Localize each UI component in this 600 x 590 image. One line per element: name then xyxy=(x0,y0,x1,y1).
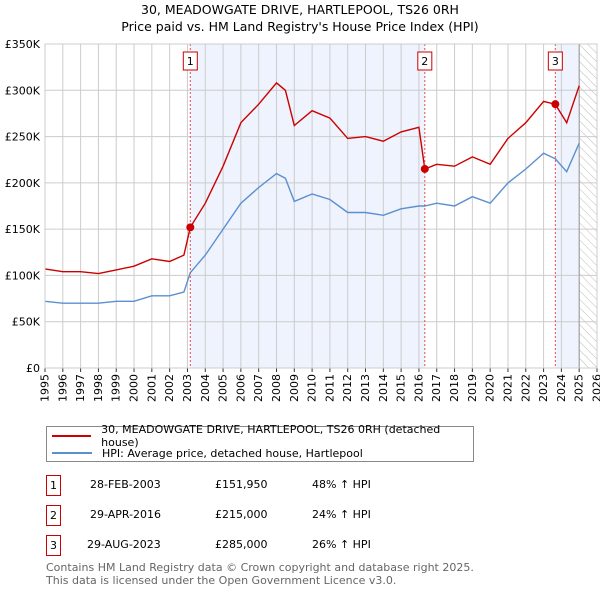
y-tick-label: £100K xyxy=(5,269,41,282)
sale-marker: 2 xyxy=(46,505,61,526)
ownership-shade xyxy=(555,44,580,368)
sale-row: 2 29-APR-2016 £215,000 24% ↑ HPI xyxy=(46,505,486,526)
legend-item-property: 30, MEADOWGATE DRIVE, HARTLEPOOL, TS26 0… xyxy=(47,423,473,449)
footer-line: This data is licensed under the Open Gov… xyxy=(46,574,397,587)
y-tick-label: £250K xyxy=(5,131,41,144)
x-tick-label: 2008 xyxy=(270,374,283,402)
x-tick-label: 1997 xyxy=(74,374,87,402)
sale-row: 3 29-AUG-2023 £285,000 26% ↑ HPI xyxy=(46,535,486,556)
y-tick-label: £150K xyxy=(5,223,41,236)
chart-subtitle: Price paid vs. HM Land Registry's House … xyxy=(121,19,479,34)
x-tick-label: 2024 xyxy=(555,374,568,402)
x-tick-label: 2006 xyxy=(234,374,247,402)
hpi-line xyxy=(44,142,580,304)
legend-item-hpi: HPI: Average price, detached house, Hart… xyxy=(47,445,363,461)
x-tick-label: 1996 xyxy=(56,374,69,402)
legend-label: HPI: Average price, detached house, Hart… xyxy=(102,446,363,460)
property-price-line xyxy=(44,81,580,275)
x-tick-label: 2011 xyxy=(323,374,336,402)
sale-date: 28-FEB-2003 xyxy=(90,478,161,491)
sale-price: £215,000 xyxy=(215,508,268,521)
x-tick-label: 2014 xyxy=(377,374,390,402)
y-tick-label: £200K xyxy=(5,177,41,190)
price-chart: 1995 1996 1997 1998 1999 2000 2001 2002 2003 2004… xyxy=(5,38,600,402)
footer-line: Contains HM Land Registry data © Crown c… xyxy=(46,561,474,574)
sale-marker: 3 xyxy=(46,535,61,556)
x-tick-label: 2023 xyxy=(537,374,550,402)
x-tick-label: 2010 xyxy=(306,374,319,402)
x-tick-label: 2017 xyxy=(430,374,443,402)
x-tick-label: 2019 xyxy=(466,374,479,402)
future-hatch xyxy=(579,44,597,368)
footer: Contains HM Land Registry data © Crown c… xyxy=(46,561,474,587)
x-tick-label: 2002 xyxy=(163,374,176,402)
y-tick-label: £350K xyxy=(5,38,41,51)
sale-point xyxy=(420,164,429,173)
sale-date: 29-AUG-2023 xyxy=(87,538,161,551)
legend-label: 30, MEADOWGATE DRIVE, HARTLEPOOL, TS26 0… xyxy=(101,423,441,449)
sale-marker-label: 2 xyxy=(421,55,428,68)
sale-price: £151,950 xyxy=(215,478,268,491)
x-tick-label: 2026 xyxy=(591,374,600,402)
x-tick-label: 2005 xyxy=(217,374,230,402)
x-tick-label: 1995 xyxy=(39,374,52,402)
y-tick-label: £300K xyxy=(5,84,41,97)
x-tick-label: 2022 xyxy=(519,374,532,402)
sale-hpi: 48% ↑ HPI xyxy=(312,478,371,491)
x-tick-label: 2001 xyxy=(145,374,158,402)
sale-marker-box xyxy=(417,51,433,71)
legend-swatch-red xyxy=(52,435,92,437)
x-tick-label: 2009 xyxy=(288,374,301,402)
sale-marker-box xyxy=(182,51,198,71)
sale-marker-box xyxy=(547,51,563,71)
y-tick-label: £50K xyxy=(12,316,41,329)
ownership-shade xyxy=(190,44,425,368)
x-tick-label: 2018 xyxy=(448,374,461,402)
x-tick-label: 1999 xyxy=(110,374,123,402)
x-tick-label: 2016 xyxy=(412,374,425,402)
chart-title: 30, MEADOWGATE DRIVE, HARTLEPOOL, TS26 0… xyxy=(141,2,459,17)
x-tick-label: 2013 xyxy=(359,374,372,402)
legend: 30, MEADOWGATE DRIVE, HARTLEPOOL, TS26 0… xyxy=(46,423,474,462)
sale-hpi: 24% ↑ HPI xyxy=(312,508,371,521)
sale-marker-label: 1 xyxy=(187,55,194,68)
x-tick-label: 2007 xyxy=(252,374,265,402)
sale-row: 1 28-FEB-2003 £151,950 48% ↑ HPI xyxy=(46,475,486,496)
x-tick-label: 2021 xyxy=(501,374,514,402)
y-tick-label: £0 xyxy=(26,362,40,375)
sale-date: 29-APR-2016 xyxy=(90,508,162,521)
sale-point xyxy=(551,100,560,109)
sale-marker: 1 xyxy=(46,475,61,496)
x-tick-label: 2000 xyxy=(128,374,141,402)
x-tick-label: 2012 xyxy=(341,374,354,402)
x-tick-label: 2020 xyxy=(484,374,497,402)
x-tick-label: 2015 xyxy=(395,374,408,402)
x-tick-label: 2003 xyxy=(181,374,194,402)
x-tick-label: 1998 xyxy=(92,374,105,402)
sale-point xyxy=(186,223,195,232)
sale-hpi: 26% ↑ HPI xyxy=(312,538,371,551)
legend-swatch-blue xyxy=(52,452,92,454)
sale-marker-label: 3 xyxy=(552,55,559,68)
sale-price: £285,000 xyxy=(215,538,268,551)
plot-border xyxy=(44,43,598,369)
x-tick-label: 2025 xyxy=(573,374,586,402)
x-tick-label: 2004 xyxy=(199,374,212,402)
